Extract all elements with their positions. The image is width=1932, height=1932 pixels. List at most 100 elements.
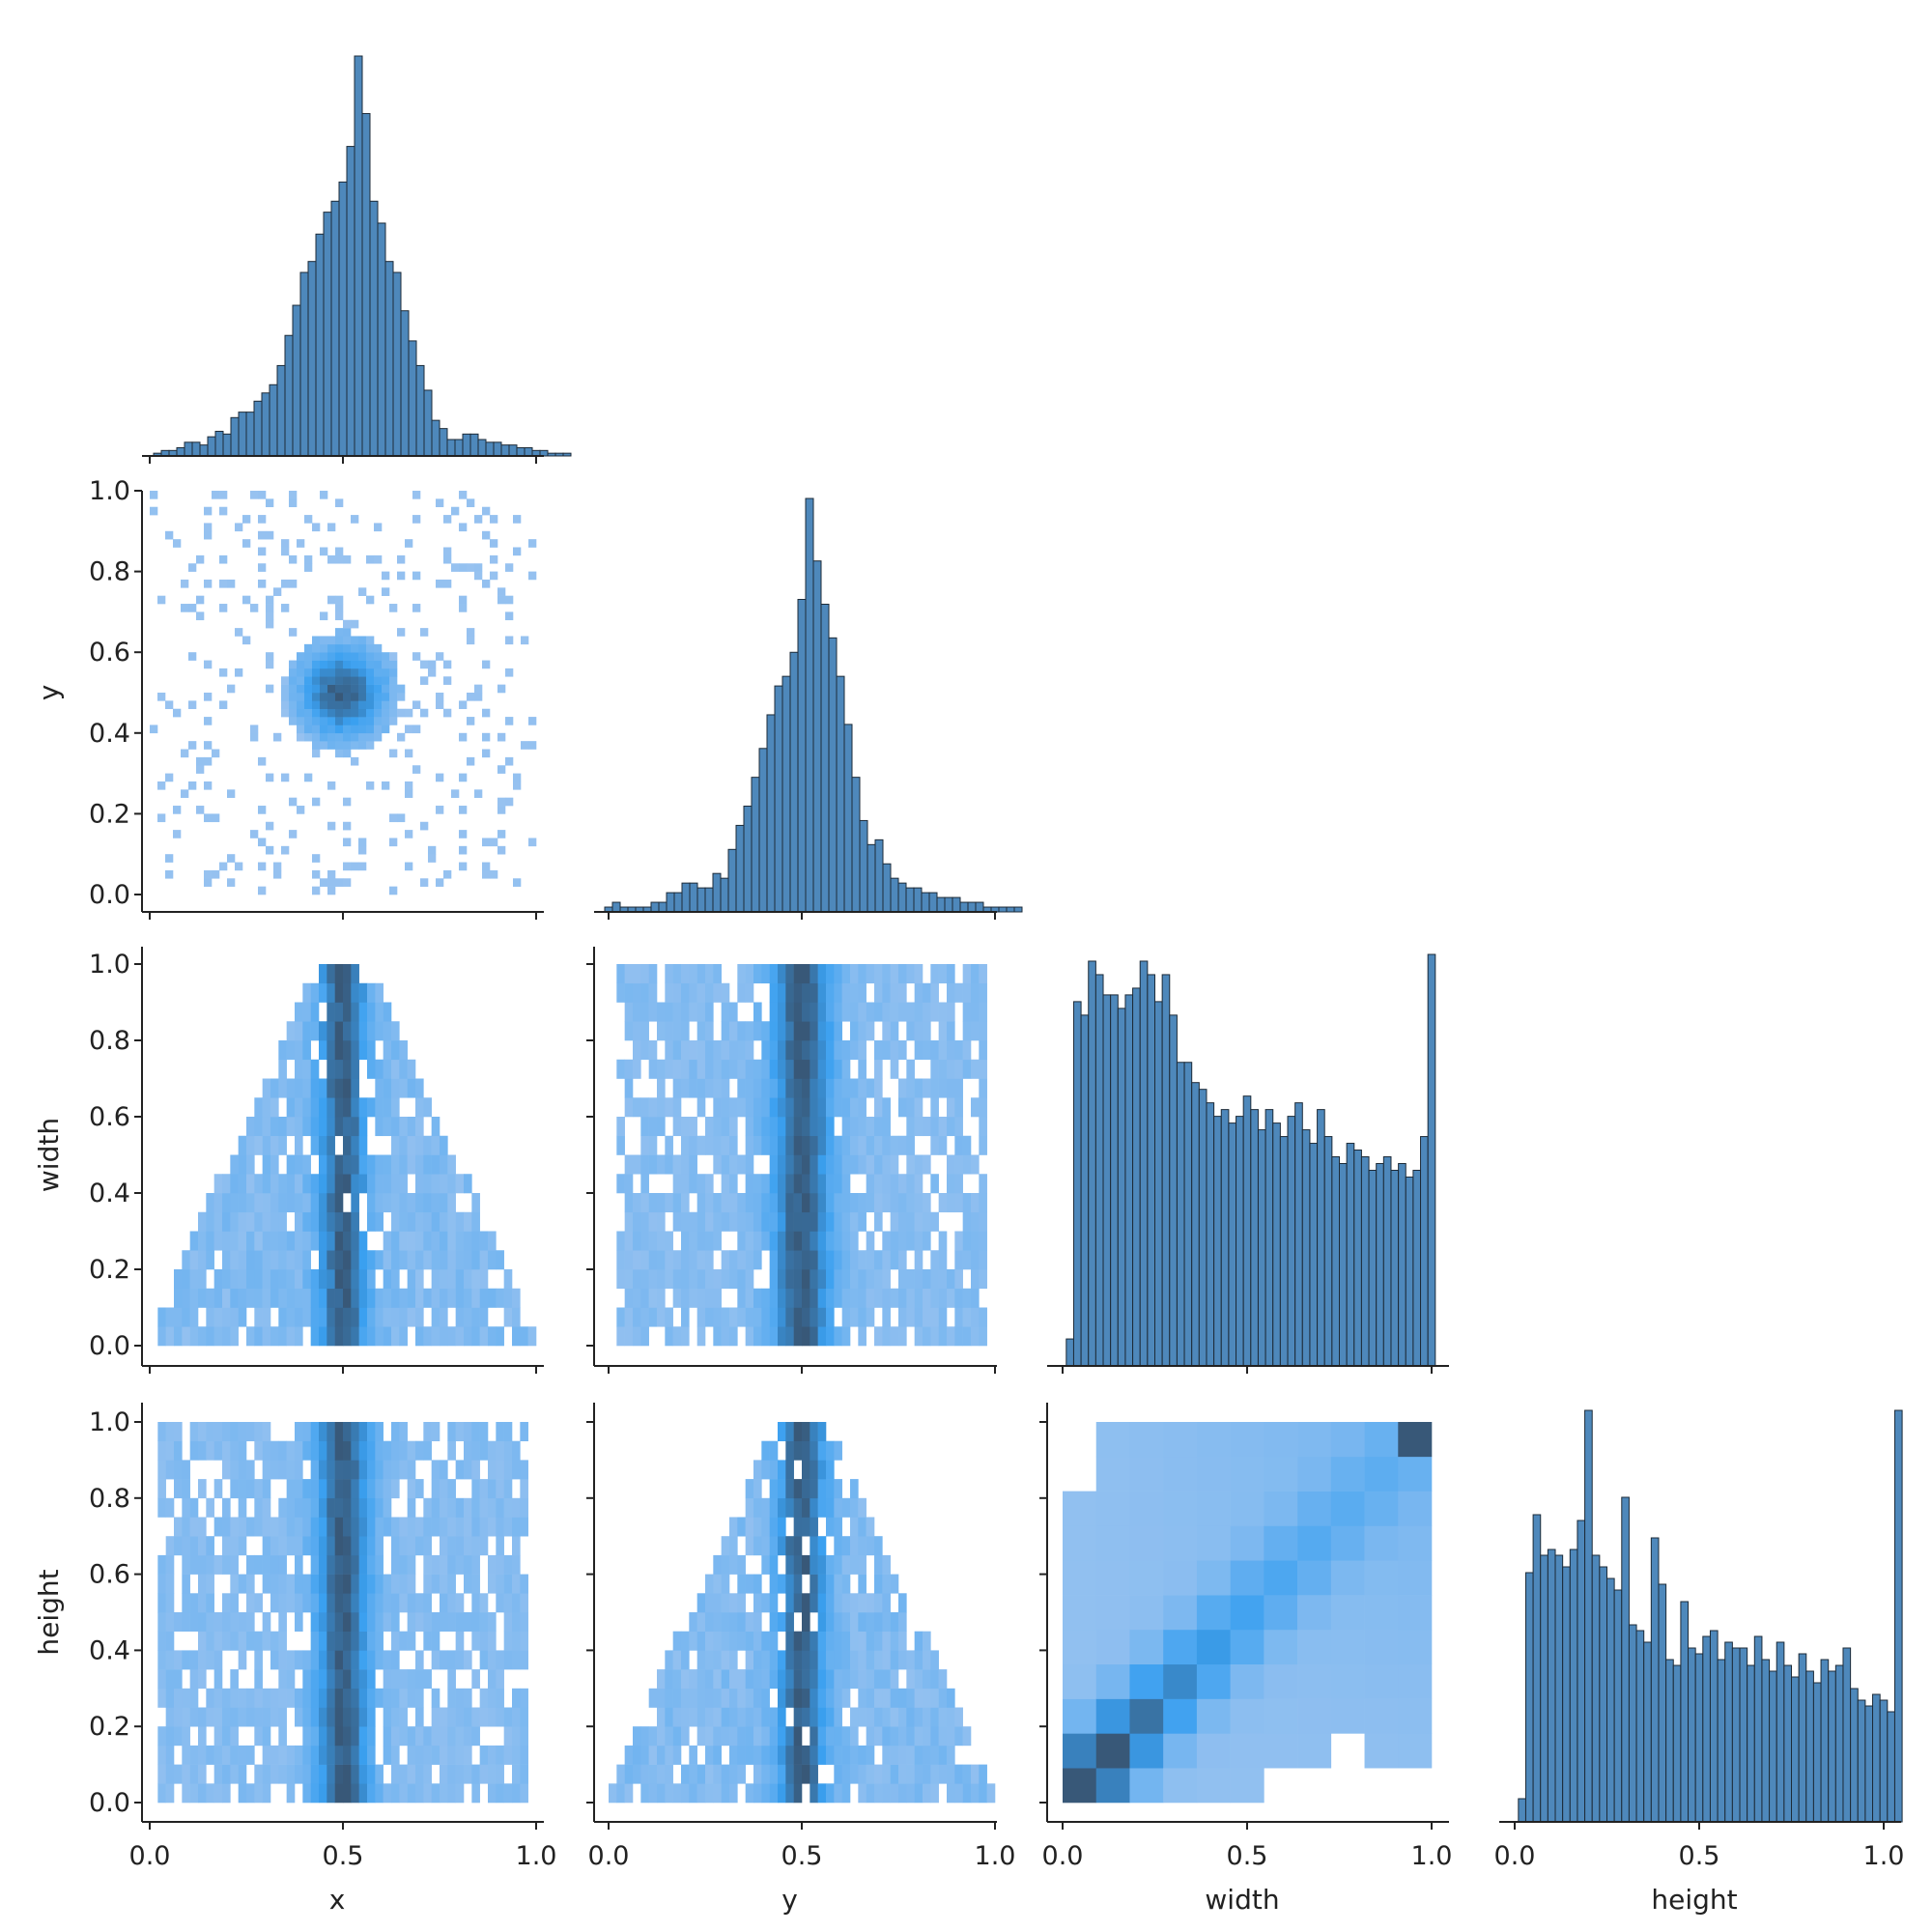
heat-cell-width-y — [930, 1040, 939, 1061]
heat-cell-height-y — [745, 1631, 754, 1651]
heat-cell-height-y — [753, 1745, 762, 1765]
heat-cell-height-x — [182, 1707, 190, 1727]
heat-cell-height-x — [503, 1726, 513, 1747]
heat-cell-height-y — [689, 1764, 697, 1784]
heat-cell-height-x — [327, 1783, 335, 1804]
heat-cell-width-y — [672, 1059, 682, 1079]
heat-cell-height-x — [358, 1707, 368, 1727]
heat-cell-width-y — [793, 1326, 803, 1347]
heat-cell-width-y — [793, 1211, 803, 1232]
heat-cell-width-x — [286, 1193, 296, 1213]
heat-cell-height-y — [810, 1517, 818, 1537]
heat-cell-height-x — [399, 1554, 408, 1575]
heat-cell-height-x — [496, 1440, 504, 1461]
heat-cell-height-x — [157, 1422, 166, 1441]
heat-cell-height-x — [246, 1707, 255, 1727]
heat-cell-height-x — [286, 1460, 296, 1480]
heat-cell-height-x — [222, 1745, 231, 1765]
heat-cell-height-x — [230, 1669, 239, 1690]
heat-cell-width-x — [319, 1021, 327, 1041]
heat-cell-width-y — [882, 1288, 891, 1308]
heat-cell-height-x — [367, 1517, 376, 1537]
hist-bar-y-48 — [975, 901, 984, 913]
hist-bar-width-36 — [1323, 1136, 1333, 1367]
heat-cell-width-y — [721, 982, 730, 1003]
heat-cell-width-x — [471, 1250, 480, 1270]
heat-cell-y-x — [327, 781, 336, 790]
heat-cell-width-y — [793, 1002, 803, 1022]
heat-cell-width-y — [858, 1211, 867, 1232]
heat-cell-width-x — [286, 1154, 296, 1175]
heat-cell-height-x — [302, 1726, 311, 1747]
heat-cell-height-y — [753, 1631, 762, 1651]
heat-cell-width-y — [841, 1307, 851, 1327]
heat-cell-height-x — [327, 1688, 335, 1708]
heat-cell-height-x — [182, 1460, 190, 1480]
heat-cell-height-x — [262, 1783, 271, 1804]
heat-cell-height-x — [295, 1440, 303, 1461]
heat-cell-height-y — [890, 1783, 899, 1804]
heat-cell-height-x — [319, 1707, 327, 1727]
heat-cell-width-y — [648, 1288, 658, 1308]
heat-cell-height-x — [415, 1650, 424, 1670]
heat-cell-width-x — [270, 1211, 279, 1232]
heat-cell-height-y — [898, 1745, 907, 1765]
heat-cell-y-x — [428, 854, 437, 863]
heat-cell-y-x — [467, 628, 475, 637]
heat-cell-height-y — [640, 1745, 649, 1765]
heat-cell-height-x — [464, 1764, 472, 1784]
heat-cell-height-y — [802, 1554, 810, 1575]
heat-cell-width-x — [440, 1193, 448, 1213]
heat-cell-width-y — [938, 1059, 948, 1079]
hist-bar-y-6 — [650, 901, 660, 913]
heat-cell-width-x — [222, 1326, 231, 1347]
heat-cell-width-y — [826, 1021, 835, 1041]
heat-cell-width-y — [979, 1117, 987, 1137]
heat-cell-height-y — [753, 1574, 762, 1594]
hist-bar-y-43 — [936, 896, 946, 913]
heat-cell-height-x — [479, 1688, 489, 1708]
hist-bar-y-52 — [1006, 906, 1015, 913]
heat-cell-width-x — [367, 982, 376, 1003]
heat-cell-width-y — [850, 1135, 859, 1155]
heat-cell-height-y — [778, 1479, 786, 1499]
heat-cell-y-x — [397, 571, 406, 581]
heat-cell-width-y — [906, 1021, 915, 1041]
heat-cell-y-x — [266, 821, 274, 831]
heat-cell-height-x — [503, 1650, 513, 1670]
heat-cell-width-x — [415, 1174, 424, 1194]
heat-cell-height-x — [270, 1574, 279, 1594]
heat-cell-width-x — [399, 1288, 408, 1308]
heat-cell-height-x — [222, 1688, 231, 1708]
heat-cell-width-y — [769, 1078, 779, 1098]
heat-cell-height-y — [802, 1422, 810, 1441]
heat-cell-y-x — [266, 595, 274, 605]
heat-cell-width-x — [334, 1211, 344, 1232]
heat-cell-height-x — [246, 1593, 255, 1613]
heat-cell-width-y — [979, 964, 987, 984]
heat-cell-height-y — [681, 1688, 690, 1708]
heat-cell-height-y — [866, 1783, 875, 1804]
heat-cell-height-y — [874, 1707, 883, 1727]
heat-cell-width-y — [914, 1174, 923, 1194]
heat-cell-height-x — [440, 1745, 448, 1765]
heat-cell-width-y — [713, 1307, 722, 1327]
heat-cell-height-x — [182, 1554, 190, 1575]
heat-cell-width-x — [399, 1059, 408, 1079]
heat-cell-height-x — [512, 1631, 521, 1651]
heat-cell-height-y — [648, 1764, 658, 1784]
hist-bar-x-13 — [245, 412, 255, 457]
heat-cell-height-x — [254, 1479, 263, 1499]
heat-cell-width-y — [753, 1326, 762, 1347]
heat-cell-height-y — [609, 1783, 617, 1804]
heat-cell-width-x — [455, 1211, 465, 1232]
heat-cell-width-y — [793, 982, 803, 1003]
heat-cell-width-y — [633, 964, 641, 984]
heat-cell-width-x — [358, 1269, 368, 1290]
heat-cell-height-x — [423, 1497, 432, 1518]
heat-cell-height-x — [399, 1536, 408, 1556]
heat-cell-width-y — [793, 1135, 803, 1155]
heat-cell-height-x — [174, 1707, 183, 1727]
heat-cell-width-y — [882, 1250, 891, 1270]
heat-cell-height-x — [367, 1726, 376, 1747]
